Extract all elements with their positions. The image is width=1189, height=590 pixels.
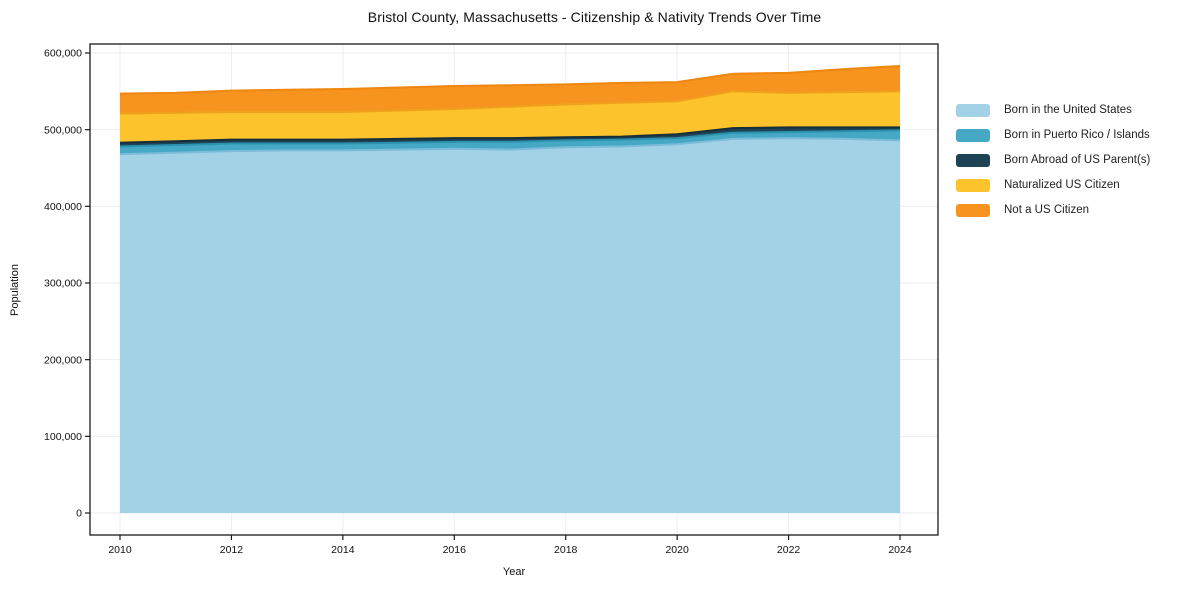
y-tick-label: 200,000 [44, 354, 82, 366]
legend-item-born-abroad: Born Abroad of US Parent(s) [956, 153, 1150, 167]
x-tick-label: 2018 [554, 544, 578, 556]
legend-label: Born in the United States [1004, 104, 1132, 116]
y-tick-label: 600,000 [44, 48, 82, 60]
x-tick-label: 2022 [777, 544, 801, 556]
legend-item-born-us: Born in the United States [956, 103, 1150, 117]
y-tick-label: 500,000 [44, 124, 82, 136]
legend-item-born-pr: Born in Puerto Rico / Islands [956, 128, 1150, 142]
x-tick-label: 2020 [665, 544, 689, 556]
x-tick-label: 2012 [220, 544, 244, 556]
plot-border [89, 43, 939, 536]
y-tick-label: 300,000 [44, 278, 82, 290]
area-born-us [120, 138, 900, 513]
legend-label: Born Abroad of US Parent(s) [1004, 154, 1151, 166]
legend-swatch-born-pr [956, 128, 990, 142]
x-tick-label: 2014 [331, 544, 355, 556]
legend-item-not-citizen: Not a US Citizen [956, 203, 1150, 217]
chart-title: Bristol County, Massachusetts - Citizens… [367, 9, 822, 25]
legend: Born in the United States Born in Puerto… [956, 103, 1150, 217]
legend-swatch-born-us [956, 103, 990, 117]
legend-label: Not a US Citizen [1004, 204, 1090, 216]
legend-label: Naturalized US Citizen [1004, 179, 1120, 191]
edge-born-abroad [119, 126, 900, 144]
y-axis-label: Population [9, 264, 21, 316]
legend-item-naturalized: Naturalized US Citizen [956, 178, 1150, 192]
x-tick-label: 2024 [888, 544, 912, 556]
x-axis-label: Year [502, 566, 526, 578]
y-tick-label: 400,000 [44, 201, 82, 213]
x-tick-label: 2016 [443, 544, 467, 556]
legend-swatch-born-abroad [956, 153, 990, 167]
y-tick-label: 100,000 [44, 431, 82, 443]
legend-swatch-naturalized [956, 178, 990, 192]
edge-born-us [119, 137, 901, 156]
legend-label: Born in Puerto Rico / Islands [1004, 129, 1150, 141]
y-tick-label: 0 [76, 508, 82, 520]
legend-swatch-not-citizen [956, 203, 990, 217]
edge-born-pr [119, 129, 901, 148]
edge-naturalized [119, 90, 901, 115]
edge-not-citizen [119, 65, 901, 95]
x-tick-label: 2010 [108, 544, 132, 556]
